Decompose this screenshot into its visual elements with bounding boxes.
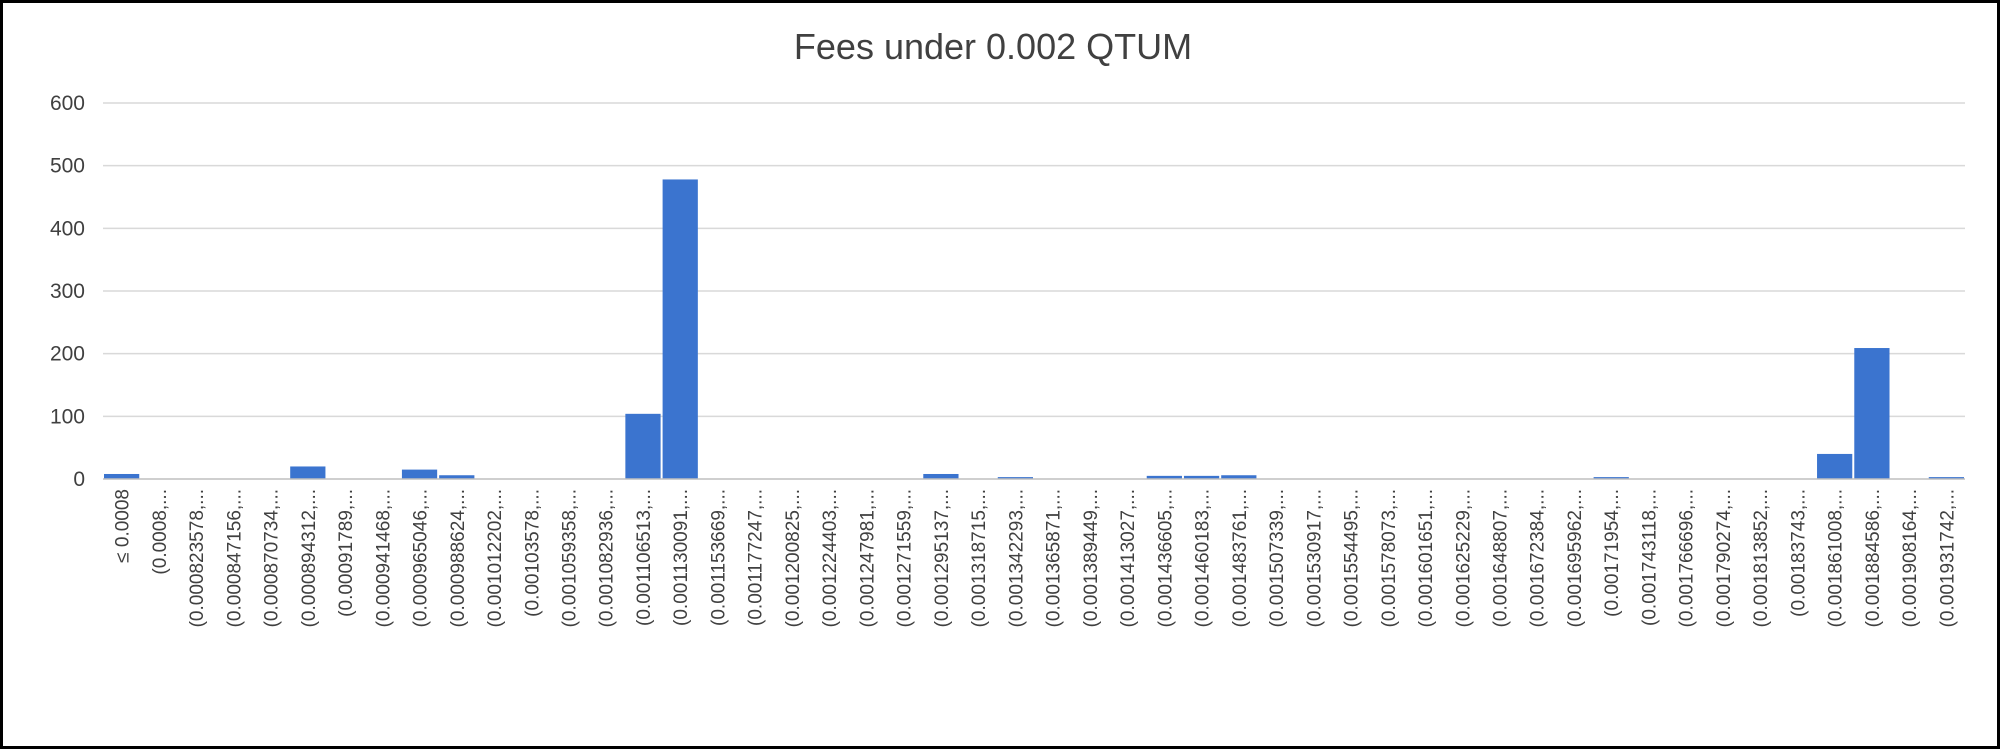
- x-tick-label: (0.001247981,...: [857, 489, 878, 627]
- bar: [1593, 477, 1629, 479]
- histogram-chart: Fees under 0.002 QTUM 0 100 200 300 400 500 60…: [50, 26, 1965, 627]
- x-axis-ticks: ≤ 0.0008 (0.0008,... (0.000823578,... (0.00…: [113, 489, 1959, 627]
- x-tick-label: (0.00103578,...: [522, 489, 543, 617]
- x-tick-label: (0.001082936,...: [597, 489, 618, 627]
- x-tick-label: (0.001271559,...: [895, 489, 916, 627]
- x-tick-label: (0.001153669,...: [708, 489, 729, 626]
- x-tick-label: (0.001625229,...: [1453, 489, 1474, 627]
- x-tick-label: (0.001106513,...: [634, 489, 655, 626]
- x-tick-label: (0.000823578,...: [187, 489, 208, 627]
- gridlines: [103, 102, 1965, 418]
- x-tick-label: (0.001908164,...: [1900, 489, 1921, 627]
- x-tick-label: (0.001813852,...: [1751, 489, 1772, 627]
- x-tick-label: (0.001318715,...: [969, 489, 990, 627]
- x-tick-label: (0.001177247,...: [746, 489, 767, 626]
- x-tick-label: (0.001130091,...: [671, 489, 692, 626]
- bar: [1928, 477, 1964, 479]
- x-tick-label: (0.001389449,...: [1081, 489, 1102, 627]
- x-tick-label: (0.001743118,...: [1639, 489, 1660, 626]
- bar: [401, 469, 438, 479]
- bar: [290, 466, 326, 479]
- x-tick-label: (0.001200825,...: [783, 489, 804, 627]
- bar: [1817, 453, 1853, 479]
- x-tick-label: (0.001790274,...: [1714, 489, 1735, 627]
- y-tick-label: 400: [50, 217, 85, 240]
- x-tick-label: (0.001059358,...: [560, 489, 581, 627]
- bar: [1854, 348, 1890, 479]
- x-tick-label: (0.001530917,...: [1304, 489, 1325, 627]
- x-tick-label: (0.00171954,...: [1602, 489, 1623, 617]
- bars: [104, 179, 1964, 479]
- x-tick-label: (0.00183743,...: [1788, 489, 1809, 617]
- x-tick-label: ≤ 0.0008: [113, 489, 134, 563]
- bar: [1183, 475, 1220, 479]
- x-tick-label: (0.001295137,...: [932, 489, 953, 627]
- y-tick-label: 100: [50, 405, 85, 428]
- x-tick-label: (0.0008,...: [150, 489, 171, 575]
- x-tick-label: (0.001861008,...: [1826, 489, 1847, 627]
- x-tick-label: (0.001578073,...: [1379, 489, 1400, 627]
- bar: [923, 473, 959, 479]
- x-tick-label: (0.001436605,...: [1155, 489, 1176, 627]
- x-tick-label: (0.001365871,...: [1044, 489, 1065, 627]
- x-tick-label: (0.000847156,...: [224, 489, 245, 627]
- bar: [1221, 475, 1257, 479]
- y-axis-ticks: 0 100 200 300 400 500 600: [50, 92, 85, 491]
- x-tick-label: (0.001601651,...: [1416, 489, 1437, 627]
- y-tick-label: 200: [50, 343, 85, 366]
- x-tick-label: (0.001554495,...: [1342, 489, 1363, 627]
- y-tick-label: 600: [50, 92, 85, 115]
- x-tick-label: (0.001413027,...: [1118, 489, 1139, 627]
- x-tick-label: (0.001695962,...: [1565, 489, 1586, 627]
- y-tick-label: 300: [50, 280, 85, 303]
- x-tick-label: (0.000941468,...: [373, 489, 394, 627]
- x-tick-label: (0.001931742,...: [1937, 489, 1958, 627]
- x-tick-label: (0.001507339,...: [1267, 489, 1288, 627]
- chart-title: Fees under 0.002 QTUM: [794, 26, 1192, 67]
- x-tick-label: (0.000988624,...: [448, 489, 469, 627]
- x-tick-label: (0.000894312,...: [299, 489, 320, 627]
- y-tick-label: 0: [73, 468, 85, 491]
- x-tick-label: (0.001460183,...: [1193, 489, 1214, 627]
- x-tick-label: (0.000965046,...: [411, 489, 432, 627]
- x-tick-label: (0.001648807,...: [1491, 489, 1512, 627]
- x-tick-label: (0.001342293,...: [1006, 489, 1027, 627]
- bar: [625, 413, 661, 479]
- x-tick-label: (0.00091789,...: [336, 489, 357, 617]
- x-tick-label: (0.000870734,...: [262, 489, 283, 627]
- bar: [439, 475, 475, 479]
- x-tick-label: (0.001224403,...: [820, 489, 841, 627]
- x-tick-label: (0.001672384,...: [1528, 489, 1549, 627]
- bar: [662, 179, 698, 479]
- x-tick-label: (0.001766696,...: [1677, 489, 1698, 627]
- bar: [997, 477, 1033, 479]
- x-tick-label: (0.001884586,...: [1863, 489, 1884, 627]
- y-tick-label: 500: [50, 155, 85, 178]
- bar: [104, 473, 140, 479]
- bar: [1146, 475, 1182, 479]
- x-tick-label: (0.001012202,...: [485, 489, 506, 627]
- x-tick-label: (0.001483761,...: [1230, 489, 1251, 627]
